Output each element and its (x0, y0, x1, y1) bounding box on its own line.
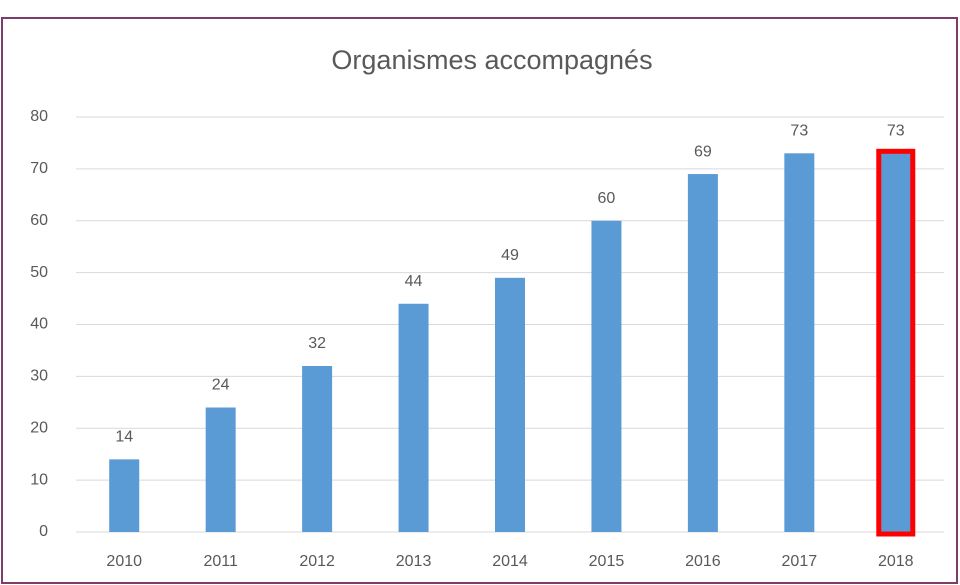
y-tick-label: 10 (30, 471, 48, 488)
data-label: 73 (790, 123, 808, 140)
x-tick-label: 2010 (106, 553, 142, 570)
chart-title: Organismes accompagnés (331, 45, 652, 75)
bar (784, 153, 815, 532)
x-tick-label: 2012 (299, 553, 335, 570)
bar (398, 303, 429, 532)
bar (205, 407, 236, 532)
y-tick-label: 20 (30, 419, 48, 436)
y-tick-label: 40 (30, 316, 48, 333)
bar (109, 459, 140, 532)
data-label: 60 (598, 190, 616, 207)
x-tick-label: 2017 (782, 553, 818, 570)
x-tick-label: 2011 (203, 553, 238, 570)
bar (591, 220, 622, 532)
x-tick-label: 2014 (492, 553, 528, 570)
x-tick-label: 2016 (685, 553, 721, 570)
x-tick-label: 2018 (878, 553, 914, 570)
y-tick-label: 70 (30, 160, 48, 177)
data-label: 73 (887, 123, 905, 140)
data-label: 69 (694, 143, 712, 160)
x-tick-label: 2013 (396, 553, 432, 570)
data-label: 32 (308, 335, 326, 352)
data-label: 14 (115, 429, 133, 446)
data-label: 24 (212, 377, 230, 394)
y-tick-label: 50 (30, 264, 48, 281)
x-tick-label: 2015 (589, 553, 625, 570)
bar (302, 366, 333, 532)
bar (495, 277, 525, 532)
bar (687, 174, 718, 532)
y-tick-label: 60 (30, 212, 48, 229)
data-label: 49 (501, 247, 519, 264)
y-tick-label: 30 (30, 368, 48, 385)
bar (880, 153, 911, 532)
highlight-outline (876, 148, 916, 537)
data-label: 44 (405, 273, 423, 290)
y-tick-label: 0 (39, 523, 48, 540)
y-tick-label: 80 (30, 108, 48, 125)
